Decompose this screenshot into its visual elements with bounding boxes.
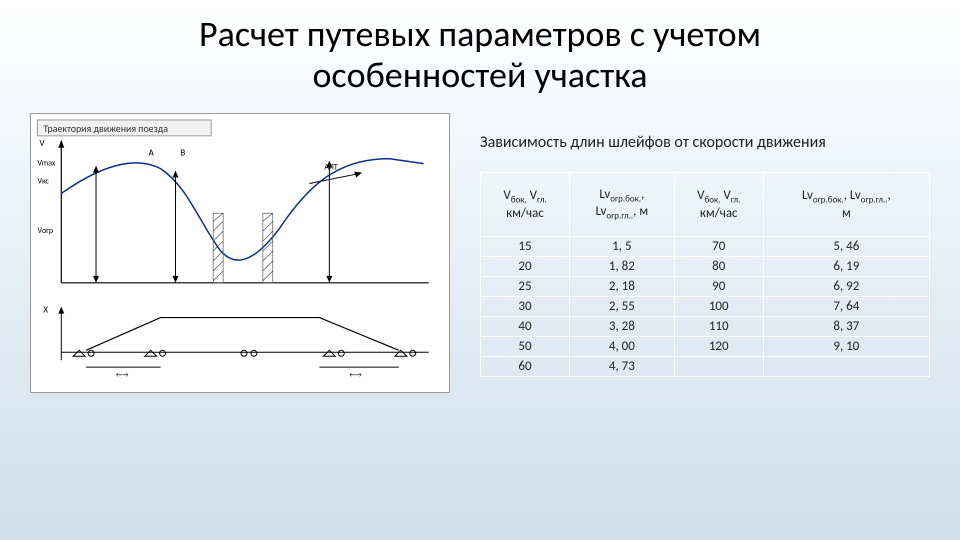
svg-text:X: X [43, 304, 48, 315]
speed-length-table: Vбок, Vгл.км/час Lvогр.бок.,Lvогр.гл.., … [480, 172, 930, 377]
col-header-4: Lvогр.бок., Lvогр.гл..,м [763, 172, 929, 236]
table-row: 151, 5705, 46 [481, 236, 930, 256]
title-line-1: Расчет путевых параметров с учетом [199, 12, 761, 56]
diagram-caption: Траектория движения поезда [43, 123, 168, 135]
table-subtitle: Зависимость длин шлейфов от скорости дви… [480, 133, 930, 152]
svg-text:Vогр: Vогр [37, 226, 53, 236]
content-area: Траектория движения поезда V Vmax Vкс Vо… [0, 97, 960, 398]
table-header-row: Vбок, Vгл.км/час Lvогр.бок.,Lvогр.гл.., … [481, 172, 930, 236]
table-panel: Зависимость длин шлейфов от скорости дви… [470, 113, 930, 398]
table-row: 252, 18906, 92 [481, 276, 930, 296]
table-row: 201, 82806, 19 [481, 256, 930, 276]
svg-text:V: V [39, 138, 45, 149]
svg-text:Vкс: Vкс [37, 176, 49, 186]
svg-text:←→: ←→ [349, 370, 362, 379]
table-body: 151, 5705, 46 201, 82806, 19 252, 18906,… [481, 236, 930, 376]
table-row: 504, 001209, 10 [481, 336, 930, 356]
col-header-1: Vбок, Vгл.км/час [481, 172, 570, 236]
svg-text:Vmax: Vmax [37, 158, 55, 168]
col-header-3: Vбок, Vгл.км/час [674, 172, 763, 236]
diagram-panel: Траектория движения поезда V Vmax Vкс Vо… [30, 113, 470, 398]
table-row: 403, 281108, 37 [481, 316, 930, 336]
page-title: Расчет путевых параметров с учетом особе… [0, 0, 960, 97]
table-row: 302, 551007, 64 [481, 296, 930, 316]
svg-text:←→: ←→ [116, 370, 129, 379]
col-header-2: Lvогр.бок.,Lvогр.гл.., м [569, 172, 674, 236]
title-line-2: особенностей участка [312, 53, 647, 97]
table-row: 604, 73 [481, 356, 930, 376]
svg-text:B: B [180, 147, 185, 158]
trajectory-diagram: Траектория движения поезда V Vmax Vкс Vо… [30, 113, 450, 393]
svg-text:АЛТ: АЛТ [324, 162, 337, 172]
svg-text:A: A [149, 147, 155, 158]
